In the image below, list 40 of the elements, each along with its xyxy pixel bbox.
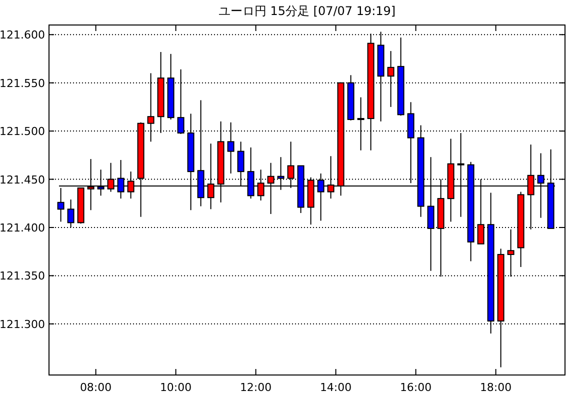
candlestick xyxy=(67,199,74,228)
y-tick-label: 121.300 xyxy=(0,318,45,331)
chart-title: ユーロ円 15分足 [07/07 19:19] xyxy=(218,4,396,18)
candlestick xyxy=(87,158,94,211)
x-tick-label: 12:00 xyxy=(240,381,272,394)
candlestick xyxy=(227,122,234,174)
candlestick xyxy=(427,156,434,272)
candlestick xyxy=(357,96,364,151)
candlestick xyxy=(147,72,154,142)
y-tick-label: 121.350 xyxy=(0,270,45,283)
candlestick xyxy=(267,162,274,214)
y-tick-label: 121.550 xyxy=(0,76,45,90)
candlestick xyxy=(97,169,104,196)
y-tick-label: 121.500 xyxy=(0,125,45,138)
candlestick xyxy=(117,159,124,200)
candlestick xyxy=(207,143,214,210)
candlestick xyxy=(257,169,264,201)
y-tick-label: 121.400 xyxy=(0,221,45,234)
candlestick xyxy=(317,172,324,222)
x-tick-label: 18:00 xyxy=(480,381,512,394)
candlestick xyxy=(127,171,134,200)
x-tick-label: 10:00 xyxy=(160,381,192,394)
candlestick xyxy=(477,178,484,244)
candlestick xyxy=(237,141,244,187)
candlestick xyxy=(57,187,64,222)
candlestick xyxy=(327,156,334,200)
y-tick-label: 121.450 xyxy=(0,173,45,186)
candlestick xyxy=(387,50,394,108)
candlestick xyxy=(527,144,534,230)
candlestick xyxy=(507,228,514,278)
x-tick-label: 16:00 xyxy=(400,381,432,394)
candlestick xyxy=(457,132,464,218)
x-tick-label: 08:00 xyxy=(80,381,112,394)
candlestick xyxy=(537,152,544,218)
candlestick xyxy=(107,162,114,192)
y-tick-label: 121.600 xyxy=(0,28,45,42)
candlestick xyxy=(287,141,294,188)
candlestick xyxy=(277,156,284,190)
x-tick-label: 14:00 xyxy=(320,381,352,394)
candlestick xyxy=(177,68,184,134)
